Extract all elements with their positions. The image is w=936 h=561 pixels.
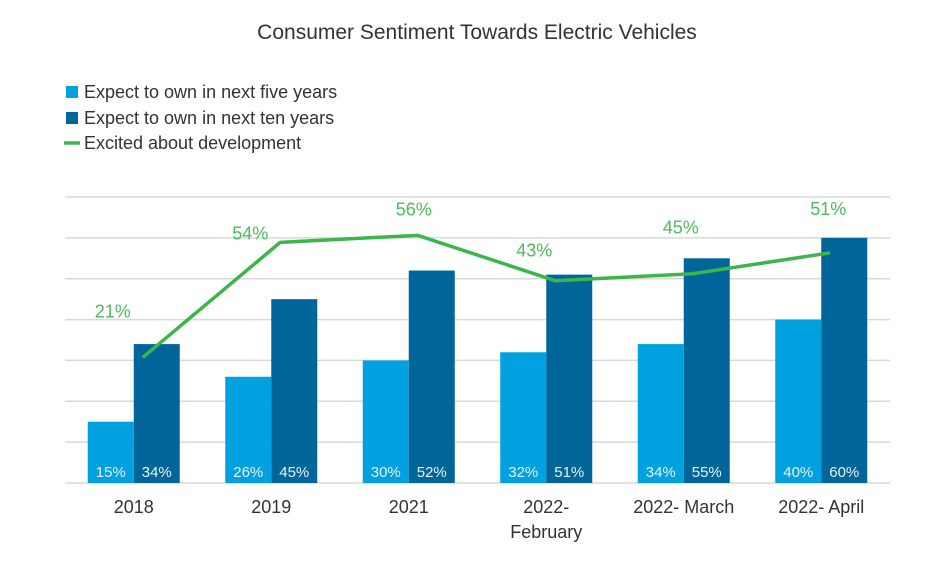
bar-label-five-years: 32%: [508, 464, 538, 481]
bar-label-five-years: 15%: [96, 464, 126, 481]
bar-label-ten-years: 51%: [554, 464, 584, 481]
x-tick-label: 2018: [114, 497, 154, 517]
legend-label-ten-years: Expect to own in next ten years: [84, 108, 334, 128]
legend-swatch-ten-years: [66, 112, 78, 124]
legend-label-excited: Excited about development: [84, 133, 301, 153]
x-axis-tick-labels: 2018 2019 2021 2022- February 2022- March 2022…: [114, 497, 865, 542]
x-tick-label: 2022-: [523, 497, 569, 517]
x-tick-label: 2022- March: [633, 497, 734, 517]
line-labels: 21% 54% 56% 43% 45% 51%: [95, 199, 847, 322]
chart-title: Consumer Sentiment Towards Electric Vehi…: [257, 21, 697, 44]
bar-ten-years: [546, 274, 593, 483]
line-series: [141, 233, 831, 359]
bar-five-years: [637, 344, 684, 483]
line-data-label: 45%: [663, 218, 699, 238]
line-data-label: 43%: [516, 241, 552, 261]
x-tick-label: 2022- April: [778, 497, 864, 517]
line-data-label: 21%: [95, 301, 131, 321]
bar-label-ten-years: 60%: [829, 464, 859, 481]
bar-five-years: [362, 360, 409, 483]
bar-ten-years: [271, 299, 318, 483]
legend-item-ten-years[interactable]: Expect to own in next ten years: [66, 108, 334, 128]
legend-swatch-five-years: [66, 86, 78, 98]
legend-item-five-years[interactable]: Expect to own in next five years: [66, 82, 337, 102]
bar-five-years: [225, 376, 272, 483]
bar-label-ten-years: 55%: [692, 464, 722, 481]
bars: [87, 237, 868, 483]
bar-labels: 15% 34% 26% 45% 30% 52% 32% 51% 34% 55% 40% 60%: [96, 464, 860, 481]
x-tick-label: 2021: [389, 497, 429, 517]
line-data-label: 51%: [810, 199, 846, 219]
bar-label-ten-years: 45%: [279, 464, 309, 481]
gridlines: [65, 196, 890, 484]
bar-label-five-years: 40%: [783, 464, 813, 481]
bar-five-years: [87, 421, 134, 483]
legend-label-five-years: Expect to own in next five years: [84, 82, 337, 102]
bar-ten-years: [821, 237, 868, 483]
line-data-label: 56%: [396, 199, 432, 219]
legend: Expect to own in next five years Expect …: [64, 82, 337, 153]
line-excited-about-development: [141, 233, 831, 359]
bar-label-ten-years: 52%: [417, 464, 447, 481]
bar-label-ten-years: 34%: [142, 464, 172, 481]
bar-ten-years: [133, 344, 180, 483]
bar-five-years: [775, 319, 822, 483]
bar-ten-years: [683, 258, 730, 483]
bar-five-years: [500, 352, 547, 483]
x-tick-label: 2019: [251, 497, 291, 517]
legend-item-excited[interactable]: Excited about development: [64, 133, 301, 153]
line-data-label: 54%: [232, 223, 268, 243]
bar-label-five-years: 30%: [371, 464, 401, 481]
bar-label-five-years: 26%: [233, 464, 263, 481]
bar-ten-years: [408, 270, 455, 483]
bar-label-five-years: 34%: [646, 464, 676, 481]
x-tick-label: February: [510, 522, 582, 542]
